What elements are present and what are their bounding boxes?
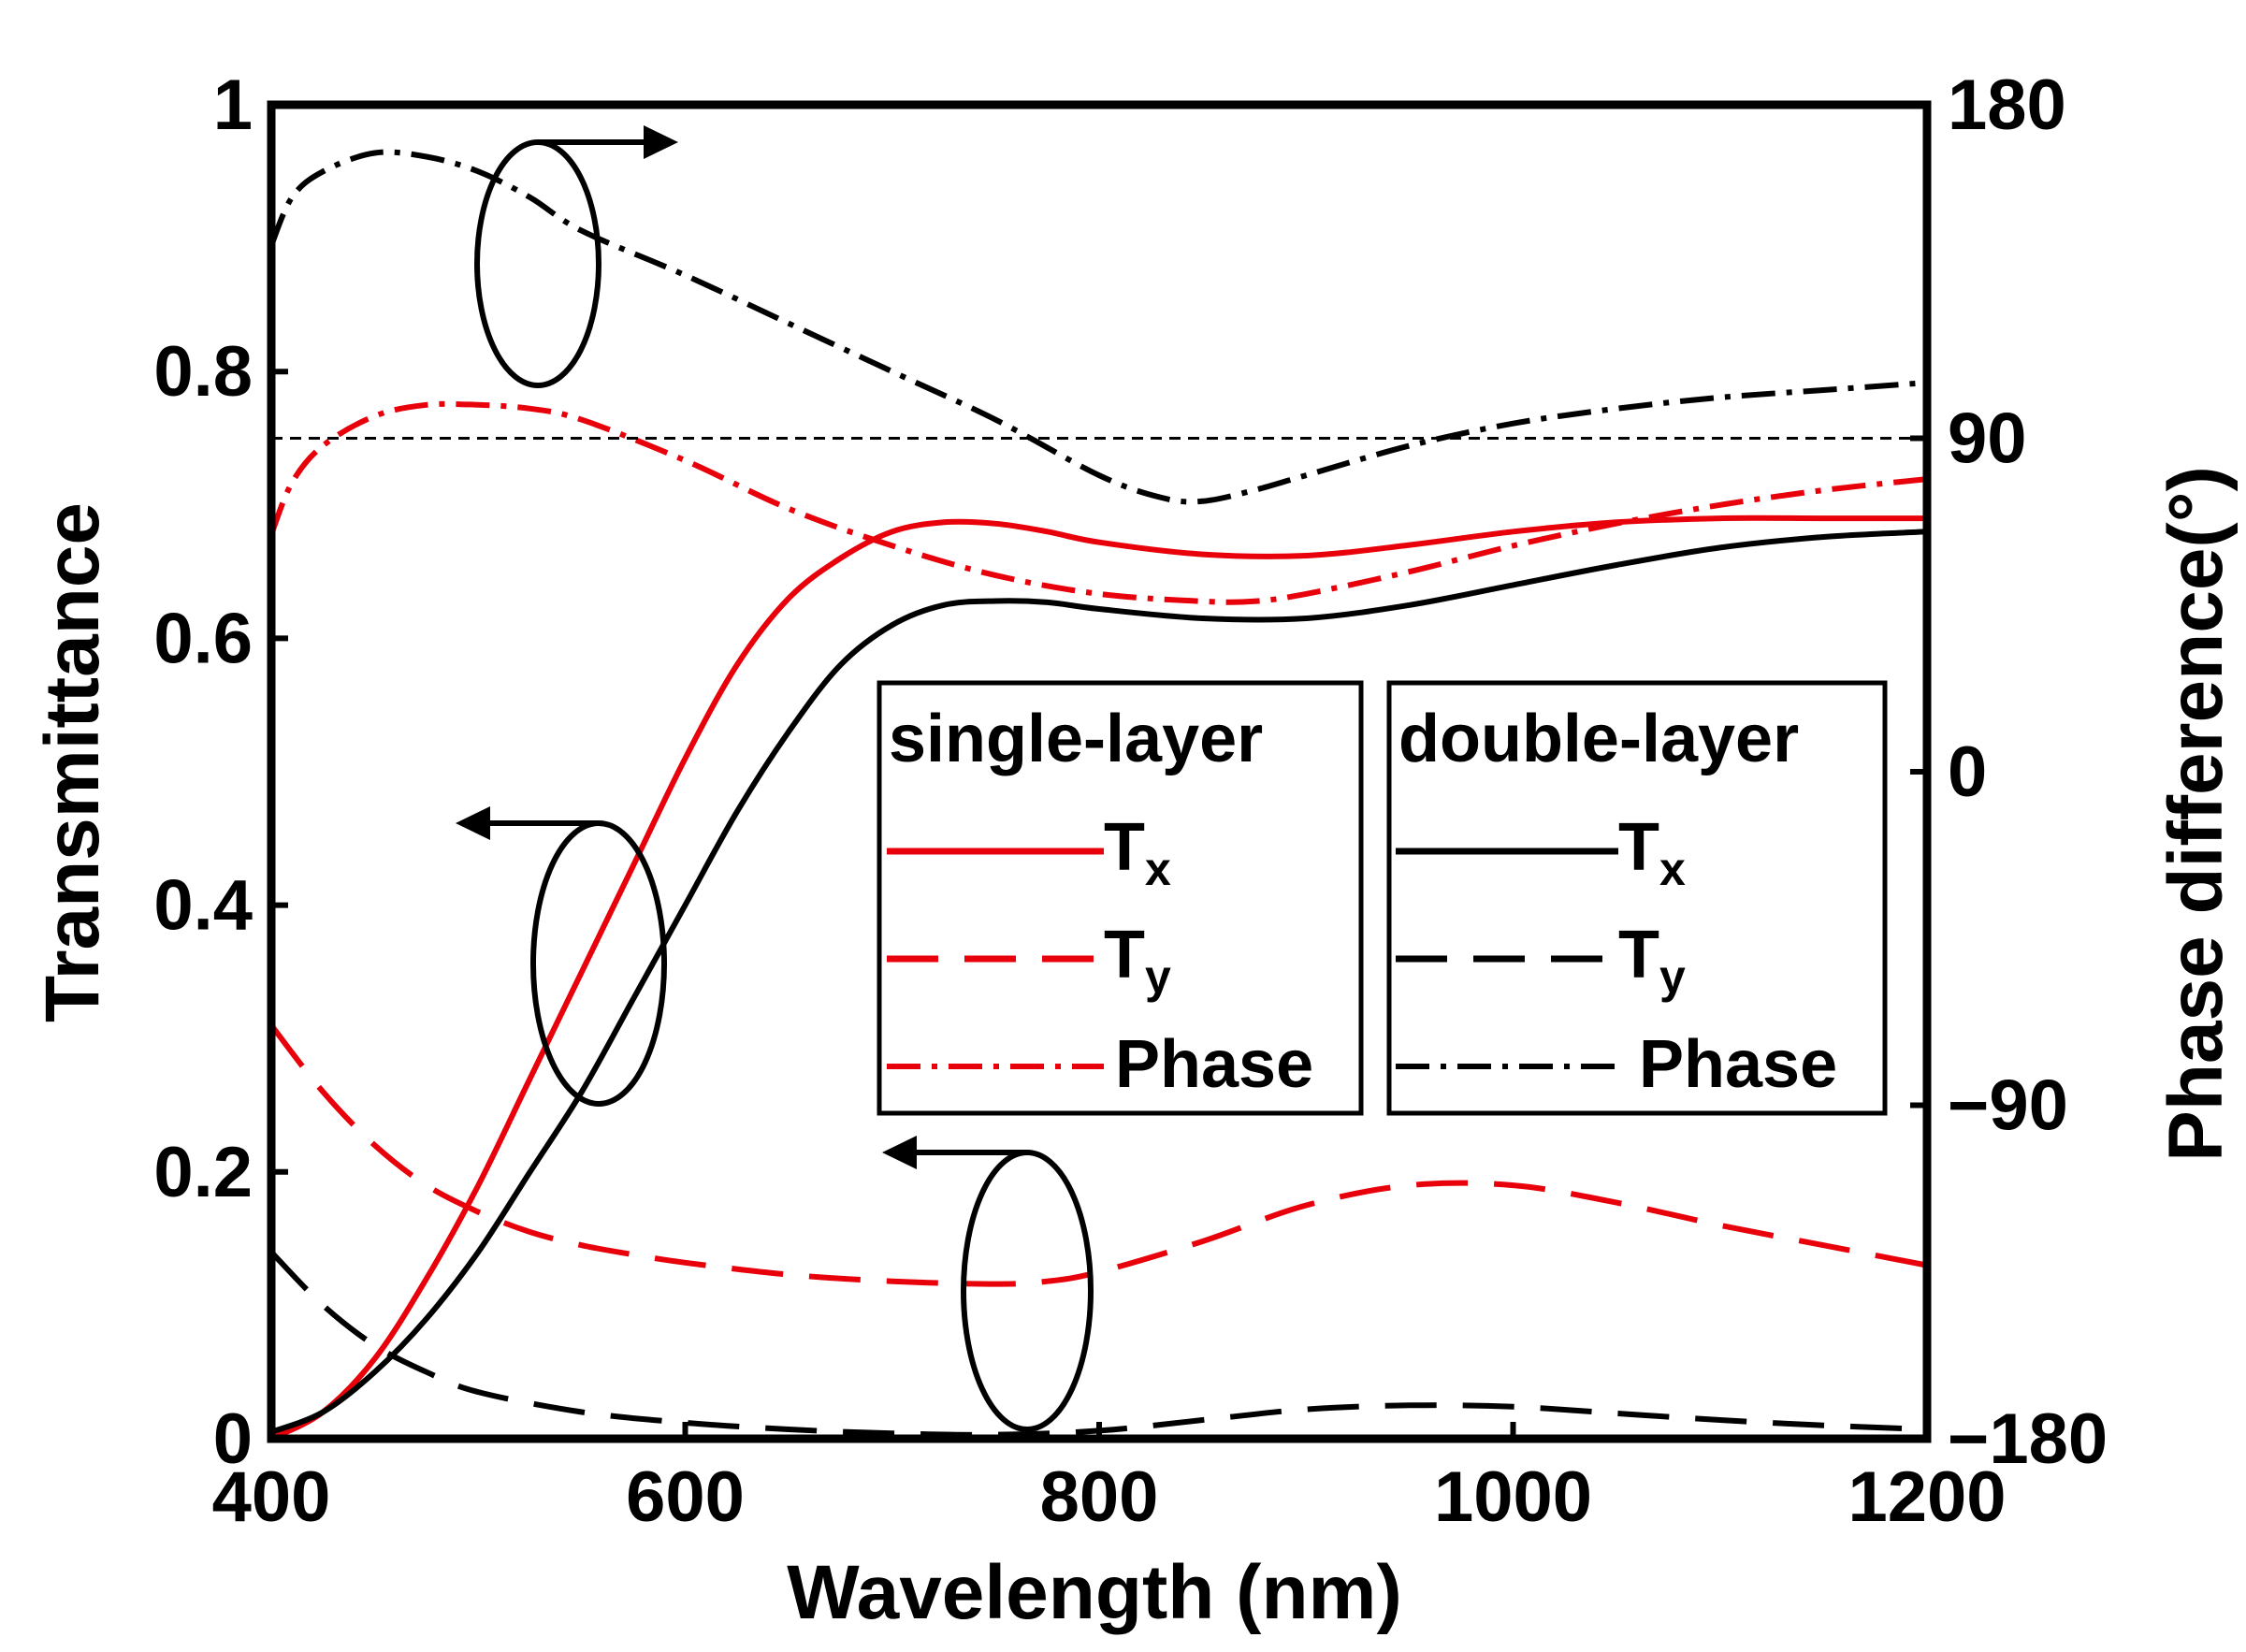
series-line-double-layer-4 [268,1250,1928,1438]
y-tick-label: 1 [213,65,253,145]
series-line-single-layer-1 [268,1023,1928,1287]
legend-entry: Ty [887,918,1171,1003]
legend-label: Phase [1639,1027,1837,1102]
legend-group-title: single-layer [889,702,1263,776]
legend-group-single-layer: single-layer Tx Ty Phase [877,680,1364,1116]
y2-tick-label: 90 [1948,399,2027,479]
series-line-single-layer-2 [268,400,1928,605]
legend-box [1386,680,1888,1116]
y-tick-label: 0.4 [153,866,253,946]
legend-entry: Phase [887,1027,1313,1102]
legend-label: Phase [1115,1027,1313,1102]
x-tick-label: 600 [626,1457,745,1537]
y-tick-label: 0.2 [153,1133,253,1212]
right-arrow-icon [644,125,678,159]
x-axis-title: Wavelength (nm) [787,1550,1402,1635]
series-layer [268,149,1928,1442]
series-line-double-layer-5 [268,149,1928,505]
annotations [456,125,1094,1432]
legend-label: Tx [1618,810,1686,895]
y-tick-label: 0 [213,1399,253,1479]
annotation-ty-to-left-axis [882,1136,1094,1432]
annotation-tx-to-left-axis [456,806,667,1107]
y-tick-label: 0.8 [153,332,253,412]
y2-tick-label: 180 [1948,65,2066,145]
legend-entry: Tx [1396,810,1686,895]
y2-tick-label: −90 [1948,1066,2068,1146]
legend-label: Tx [1104,810,1171,895]
y-tick-label: 0.6 [153,599,253,678]
series-line-double-layer-3 [269,529,1928,1435]
x-tick-label: 1200 [1848,1457,2006,1537]
x-tick-label: 800 [1040,1457,1159,1537]
legend-group-title: double-layer [1398,702,1799,776]
left-arrow-icon [882,1136,917,1169]
legend-label: Ty [1618,918,1686,1003]
legend-entry: Tx [887,810,1171,895]
annotation-phase-to-right-axis [474,125,678,388]
ticks-layer: 400 600 800 1000 1200 0 0.2 0.4 0.6 0.8 1 −180 −90 0 9… [153,65,2108,1537]
legend-label: Ty [1104,918,1171,1003]
y2-tick-label: −180 [1948,1399,2108,1479]
legend-entry: Ty [1396,918,1686,1003]
y2-tick-label: 0 [1948,732,1987,812]
left-arrow-icon [456,806,490,840]
x-tick-label: 400 [212,1457,331,1537]
y2-axis-title: Phase difference(°) [2153,466,2239,1162]
legend-entry: Phase [1396,1027,1837,1102]
legend-group-double-layer: double-layer Tx Ty Phase [1386,680,1888,1116]
legend: single-layer Tx Ty Phase double-layer Tx [877,680,1888,1116]
legend-box [877,680,1364,1116]
y-axis-title: Transmittance [30,502,115,1022]
x-tick-label: 1000 [1434,1457,1592,1537]
series-line-single-layer-0 [269,514,1927,1442]
